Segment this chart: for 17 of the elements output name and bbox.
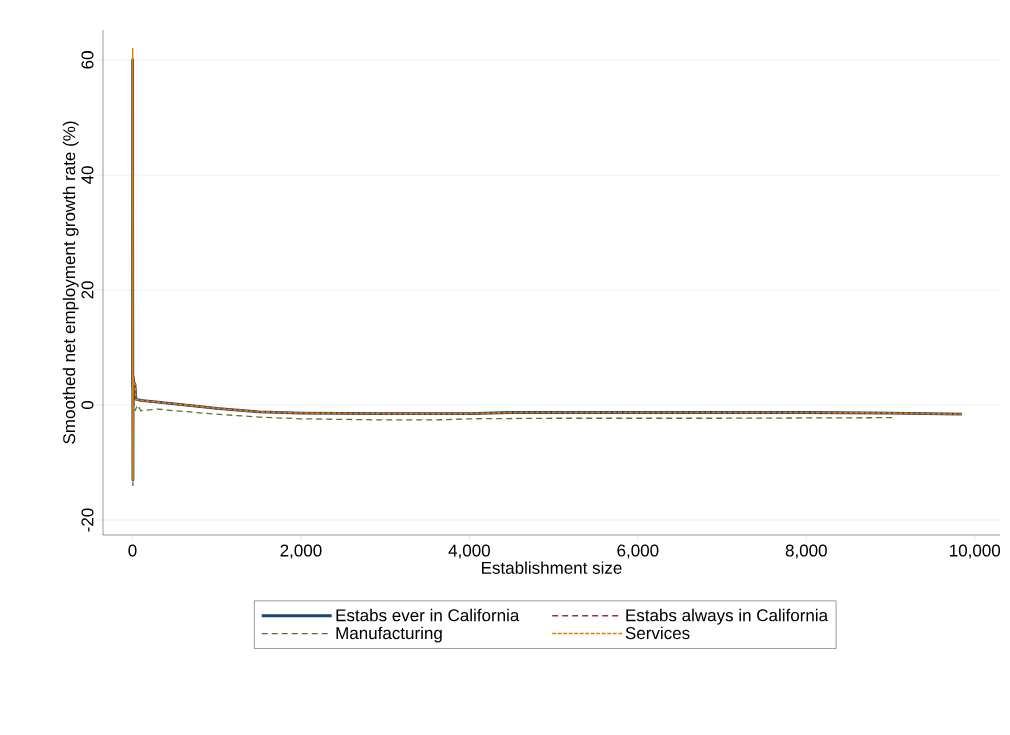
x-tick-label: 8,000	[785, 544, 827, 559]
y-tick-label: 60	[81, 51, 94, 69]
legend-label: Estabs ever in California	[336, 608, 520, 622]
legend-label: Services	[625, 626, 690, 640]
x-tick-label: 0	[128, 544, 137, 557]
legend-label: Estabs always in California	[626, 608, 829, 625]
y-tick-label: 40	[81, 166, 94, 184]
x-tick-label: 2,000	[280, 544, 322, 559]
y-tick-label: 20	[81, 281, 94, 299]
x-tick-label: 6,000	[617, 544, 659, 559]
x-tick-label: 10,000	[950, 544, 1001, 559]
x-tick-label: 4,000	[448, 544, 490, 559]
y-axis-title: Smoothed net employment growth rate (%)	[62, 121, 79, 444]
x-axis-title: Establishment size	[482, 561, 622, 574]
legend-label: Manufacturing	[336, 626, 442, 643]
y-tick-label: -20	[81, 508, 94, 532]
y-tick-label: 0	[81, 400, 94, 410]
